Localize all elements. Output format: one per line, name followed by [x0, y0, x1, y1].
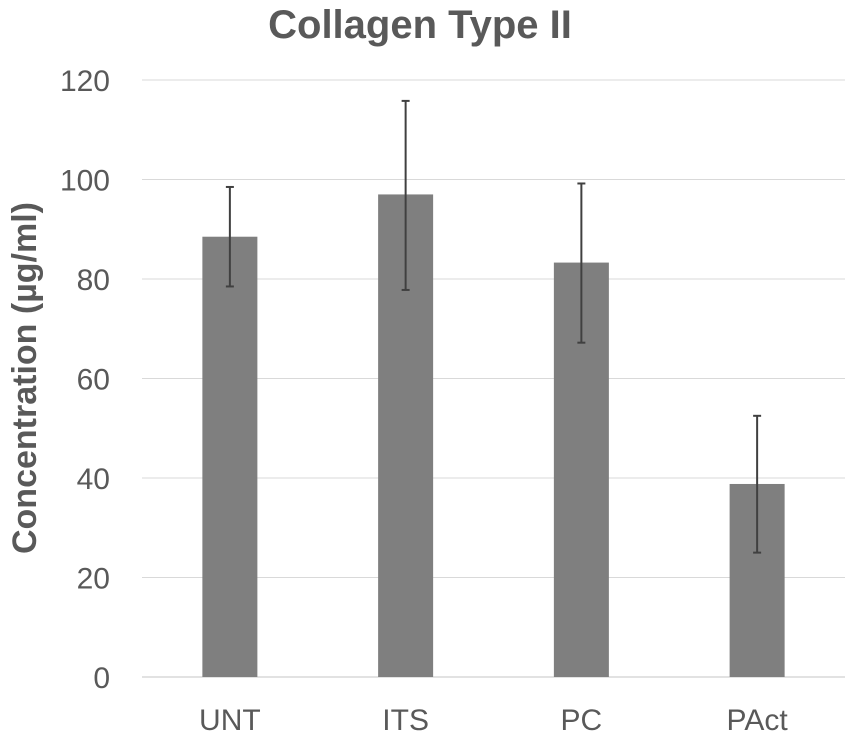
x-tick-label: PAct	[727, 704, 789, 737]
error-bar-pact	[753, 414, 762, 554]
y-tick-label: 0	[93, 662, 110, 695]
x-tick-label: PC	[561, 704, 603, 737]
error-bar-unt	[225, 185, 234, 288]
y-axis-label: Concentration (µg/ml)	[6, 202, 44, 554]
bar-unt	[202, 236, 258, 677]
gridlines	[142, 79, 845, 678]
y-tick-label: 120	[60, 65, 110, 98]
x-tick-label: ITS	[382, 704, 429, 737]
chart-title: Collagen Type II	[268, 3, 572, 47]
y-tick-label: 60	[77, 364, 110, 397]
error-bar-pc	[577, 182, 586, 344]
error-bars	[225, 99, 762, 554]
x-tick-label: UNT	[199, 704, 261, 737]
bars	[202, 194, 785, 678]
x-tick-labels: UNT ITS PC PAct	[199, 704, 788, 737]
y-tick-label: 100	[60, 165, 110, 198]
y-tick-label: 20	[77, 563, 110, 596]
y-tick-label: 40	[77, 463, 110, 496]
y-tick-label: 80	[77, 264, 110, 297]
y-tick-labels: 0 20 40 60 80 100 120	[60, 65, 110, 695]
error-bar-its	[401, 99, 410, 291]
